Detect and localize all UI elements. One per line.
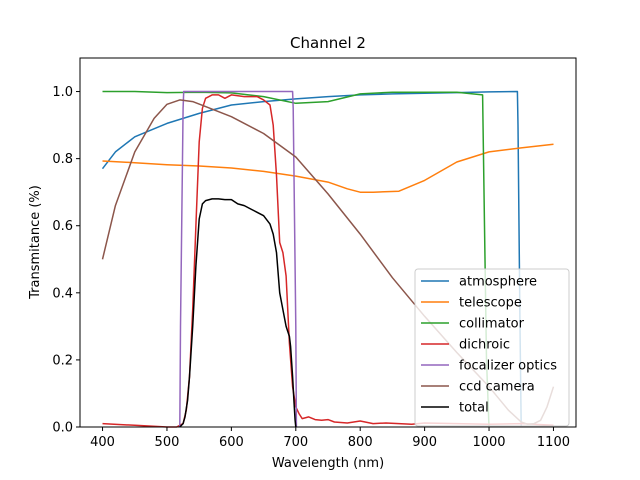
y-axis: 0.0 0.2 0.4 0.6 0.8 1.0 bbox=[52, 85, 80, 436]
x-tick-label: 800 bbox=[348, 435, 373, 450]
chart-title: Channel 2 bbox=[290, 34, 366, 52]
legend-entry: collimator bbox=[459, 317, 525, 332]
x-tick-label: 1100 bbox=[537, 435, 570, 450]
y-tick-label: 0.0 bbox=[52, 421, 73, 436]
series-line-focalizer-optics bbox=[179, 90, 298, 428]
legend-entry: dichroic bbox=[459, 338, 510, 353]
x-axis-label: Wavelength (nm) bbox=[272, 456, 384, 471]
x-tick-label: 500 bbox=[155, 435, 180, 450]
legend-box bbox=[414, 268, 570, 427]
series-line-atmosphere bbox=[101, 90, 522, 428]
legend-entry: focalizer optics bbox=[459, 359, 557, 374]
x-tick-label: 900 bbox=[412, 435, 437, 450]
y-tick-label: 0.6 bbox=[52, 219, 73, 234]
x-tick-label: 700 bbox=[283, 435, 308, 450]
series-line-dichroic bbox=[102, 94, 554, 428]
plot-frame bbox=[79, 57, 577, 428]
legend: atmosphere telescope collimator dichroic foc… bbox=[414, 268, 570, 427]
y-tick-label: 0.2 bbox=[52, 353, 73, 368]
y-tick-label: 1.0 bbox=[52, 85, 73, 100]
x-axis: 400 500 600 700 800 900 1000 1100 bbox=[90, 427, 570, 450]
x-tick-label: 1000 bbox=[472, 435, 505, 450]
legend-entry: atmosphere bbox=[459, 275, 537, 290]
y-axis-label: Transmitance (%) bbox=[28, 185, 43, 300]
legend-entry: telescope bbox=[459, 296, 522, 311]
legend-entry: total bbox=[459, 401, 489, 416]
y-tick-label: 0.8 bbox=[52, 152, 73, 167]
y-tick-label: 0.4 bbox=[52, 286, 73, 301]
legend-entry: ccd camera bbox=[459, 380, 535, 395]
series-line-telescope bbox=[102, 143, 554, 193]
x-tick-label: 600 bbox=[219, 435, 244, 450]
series-line-total bbox=[179, 198, 297, 428]
x-tick-label: 400 bbox=[90, 435, 115, 450]
